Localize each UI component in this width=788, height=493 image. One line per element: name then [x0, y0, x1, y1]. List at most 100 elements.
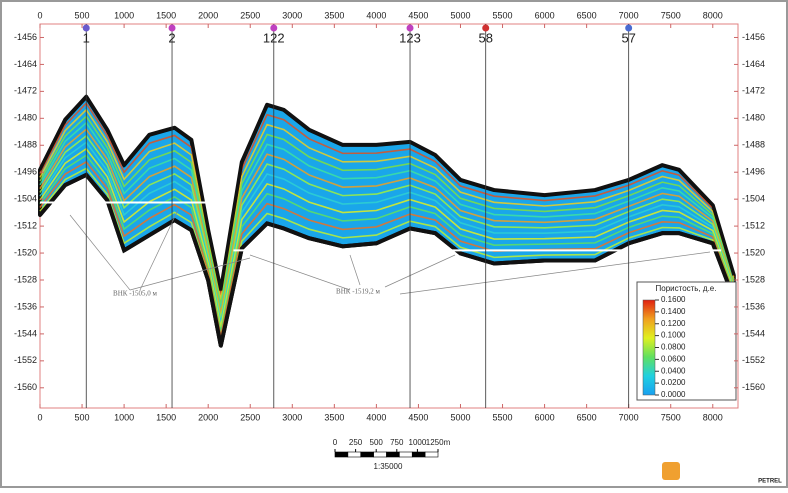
y-tick-label-right: -1520 — [742, 247, 765, 257]
x-tick-label-bottom: 0 — [37, 412, 42, 422]
x-tick-label-bottom: 1500 — [156, 412, 176, 422]
x-tick-label-bottom: 4500 — [408, 412, 428, 422]
base-horizon — [38, 172, 736, 347]
well-name: 123 — [399, 30, 421, 45]
x-tick-label-top: 7500 — [661, 10, 681, 20]
contact-label: ВНК -1505,0 м — [113, 290, 157, 298]
x-tick-label-top: 3000 — [282, 10, 302, 20]
x-tick-label-top: 500 — [75, 10, 90, 20]
legend-tick-label: 0.1400 — [661, 307, 686, 316]
x-tick-label-bottom: 4000 — [366, 412, 386, 422]
legend-tick-label: 0.0600 — [661, 354, 686, 363]
top-horizon — [38, 94, 736, 291]
pointer — [129, 257, 251, 291]
y-tick-label-left: -1488 — [14, 140, 37, 150]
scale-segment — [347, 451, 362, 458]
color-bar — [642, 299, 656, 396]
x-tick-label-top: 5000 — [450, 10, 470, 20]
y-tick-label-left: -1528 — [14, 274, 37, 284]
scale-segment — [373, 451, 387, 458]
layer-stripe — [39, 115, 735, 305]
well-name: 57 — [621, 30, 635, 45]
y-tick-label-right: -1504 — [742, 194, 765, 204]
x-tick-label-bottom: 7000 — [619, 412, 639, 422]
scale-segment — [411, 451, 426, 458]
scale-ratio: 1:35000 — [374, 462, 403, 471]
y-tick-label-right: -1480 — [742, 113, 765, 123]
x-tick-label-top: 2000 — [198, 10, 218, 20]
x-tick-label-bottom: 2500 — [240, 412, 260, 422]
x-tick-label-top: 5500 — [493, 10, 513, 20]
scale-tick-label: 250 — [349, 438, 363, 447]
scale-segment — [360, 451, 374, 458]
scale-tick-label: 1250m — [426, 438, 451, 447]
x-tick-label-top: 4000 — [366, 10, 386, 20]
y-tick-label-left: -1472 — [14, 86, 37, 96]
x-tick-label-bottom: 5500 — [493, 412, 513, 422]
legend-tick-label: 0.0000 — [661, 390, 686, 399]
well-marker — [406, 24, 414, 32]
y-tick-label-left: -1456 — [14, 32, 37, 42]
contact-label: ВНК -1519,2 м — [336, 288, 380, 296]
y-tick-label-right: -1472 — [742, 86, 765, 96]
y-tick-label-left: -1480 — [14, 113, 37, 123]
scale-segment — [334, 451, 349, 458]
logo-icon — [662, 462, 680, 480]
layer-stripe — [39, 101, 735, 296]
y-tick-label-right: -1488 — [742, 140, 765, 150]
pointer — [249, 254, 351, 291]
logo: PETREL — [758, 479, 782, 485]
layer-stripe — [39, 160, 735, 337]
x-tick-label-top: 8000 — [703, 10, 723, 20]
y-tick-label-right: -1496 — [742, 167, 765, 177]
x-tick-label-bottom: 500 — [75, 412, 90, 422]
x-tick-label-bottom: 6500 — [577, 412, 597, 422]
x-tick-label-bottom: 1000 — [114, 412, 134, 422]
x-tick-label-top: 4500 — [408, 10, 428, 20]
y-tick-label-right: -1512 — [742, 220, 765, 230]
legend-tick-label: 0.0200 — [661, 378, 686, 387]
layer-stripe — [39, 147, 735, 328]
layer-stripe — [39, 121, 735, 310]
well-name: 122 — [263, 30, 285, 45]
x-tick-label-bottom: 3500 — [324, 412, 344, 422]
scale-tick-label: 0 — [333, 438, 338, 447]
layer-stripe — [39, 141, 735, 323]
y-tick-label-left: -1504 — [14, 194, 37, 204]
well-marker — [625, 24, 633, 32]
well-name: 1 — [83, 30, 90, 45]
x-tick-label-top: 6000 — [535, 10, 555, 20]
x-tick-label-top: 1000 — [114, 10, 134, 20]
x-tick-label-top: 7000 — [619, 10, 639, 20]
scale-segment — [386, 451, 400, 458]
x-tick-label-top: 6500 — [577, 10, 597, 20]
legend-tick-label: 0.1000 — [661, 331, 686, 340]
well-marker — [482, 24, 490, 32]
x-tick-label-bottom: 8000 — [703, 412, 723, 422]
y-tick-label-right: -1560 — [742, 382, 765, 392]
y-tick-label-left: -1520 — [14, 247, 37, 257]
layer-stripe — [39, 134, 735, 319]
x-tick-label-bottom: 5000 — [450, 412, 470, 422]
x-tick-label-top: 0 — [37, 10, 42, 20]
pointer — [349, 254, 361, 286]
x-tick-label-top: 1500 — [156, 10, 176, 20]
y-tick-label-left: -1512 — [14, 220, 37, 230]
legend-tick-label: 0.0800 — [661, 343, 686, 352]
layer-stripe — [39, 128, 735, 314]
well-name: 58 — [478, 30, 492, 45]
legend-tick-label: 0.1200 — [661, 319, 686, 328]
y-tick-label-right: -1536 — [742, 301, 765, 311]
well-marker — [82, 24, 90, 32]
y-tick-label-right: -1464 — [742, 59, 765, 69]
x-tick-label-bottom: 6000 — [535, 412, 555, 422]
scale-tick-label: 1000 — [409, 438, 427, 447]
y-tick-label-left: -1560 — [14, 382, 37, 392]
pointer — [399, 251, 711, 295]
x-tick-label-bottom: 7500 — [661, 412, 681, 422]
scale-tick-label: 500 — [370, 438, 384, 447]
legend-tick-label: 0.1600 — [661, 295, 686, 304]
y-tick-label-right: -1544 — [742, 328, 765, 338]
layer-stripe — [39, 108, 735, 300]
